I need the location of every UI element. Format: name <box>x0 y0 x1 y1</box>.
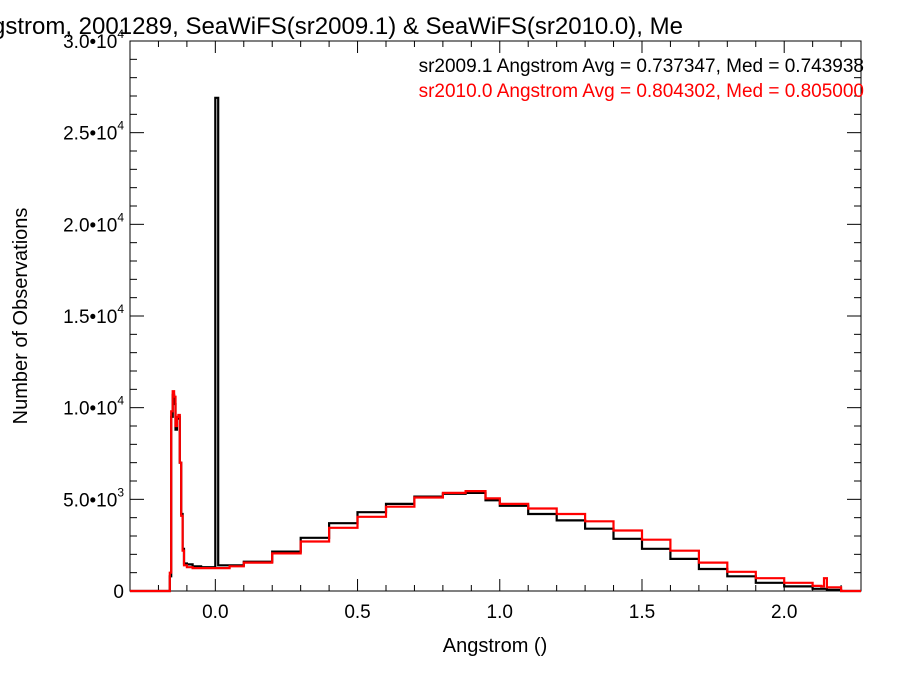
x-axis-label: Angstrom () <box>443 635 547 657</box>
y-tick-labels: 05.0•1031.0•1041.5•1042.0•1042.5•1043.0•… <box>63 27 124 603</box>
y-axis-label: Number of Observations <box>10 208 32 425</box>
y-tick-mantissa: 1.0•10 <box>63 399 117 420</box>
y-tick-label: 1.5•104 <box>63 302 124 328</box>
y-tick-label: 3.0•104 <box>63 27 124 53</box>
legend-entry-sr2009: sr2009.1 Angstrom Avg = 0.737347, Med = … <box>419 56 864 77</box>
y-tick-mantissa: 1.5•10 <box>63 307 117 328</box>
y-tick-exponent: 4 <box>117 302 124 316</box>
y-tick-mantissa: 2.5•10 <box>63 124 117 145</box>
x-tick-label: 0.0 <box>202 602 228 623</box>
series-line-0 <box>130 96 861 593</box>
axis-ticks <box>129 40 861 592</box>
series-line-1 <box>130 390 861 593</box>
x-tick-label: 0.5 <box>344 602 370 623</box>
y-tick-mantissa: 3.0•10 <box>63 32 117 53</box>
series-group <box>130 96 861 593</box>
y-tick-exponent: 4 <box>117 119 124 133</box>
x-tick-label: 2.0 <box>771 602 797 623</box>
x-tick-labels: 0.0 0.5 1.0 1.5 2.0 <box>202 602 797 623</box>
chart-title: gstrom, 2001289, SeaWiFS(sr2009.1) & Sea… <box>0 13 683 40</box>
y-tick-label: 2.0•104 <box>63 210 124 236</box>
y-tick-label: 1.0•104 <box>63 394 124 420</box>
y-tick-label: 0 <box>113 582 124 603</box>
legend: sr2009.1 Angstrom Avg = 0.737347, Med = … <box>419 56 864 102</box>
y-tick-mantissa: 5.0•10 <box>63 490 117 511</box>
x-tick-label: 1.5 <box>629 602 655 623</box>
x-tick-label: 1.0 <box>487 602 513 623</box>
y-tick-mantissa: 0 <box>113 582 124 603</box>
legend-entry-sr2010: sr2010.0 Angstrom Avg = 0.804302, Med = … <box>419 81 864 102</box>
plot-frame <box>129 40 862 592</box>
y-tick-exponent: 4 <box>117 210 124 224</box>
y-tick-exponent: 3 <box>117 485 124 499</box>
y-tick-label: 2.5•104 <box>63 119 124 145</box>
y-tick-exponent: 4 <box>117 394 124 408</box>
y-tick-label: 5.0•103 <box>63 485 124 511</box>
y-tick-mantissa: 2.0•10 <box>63 215 117 236</box>
y-tick-exponent: 4 <box>117 27 124 41</box>
